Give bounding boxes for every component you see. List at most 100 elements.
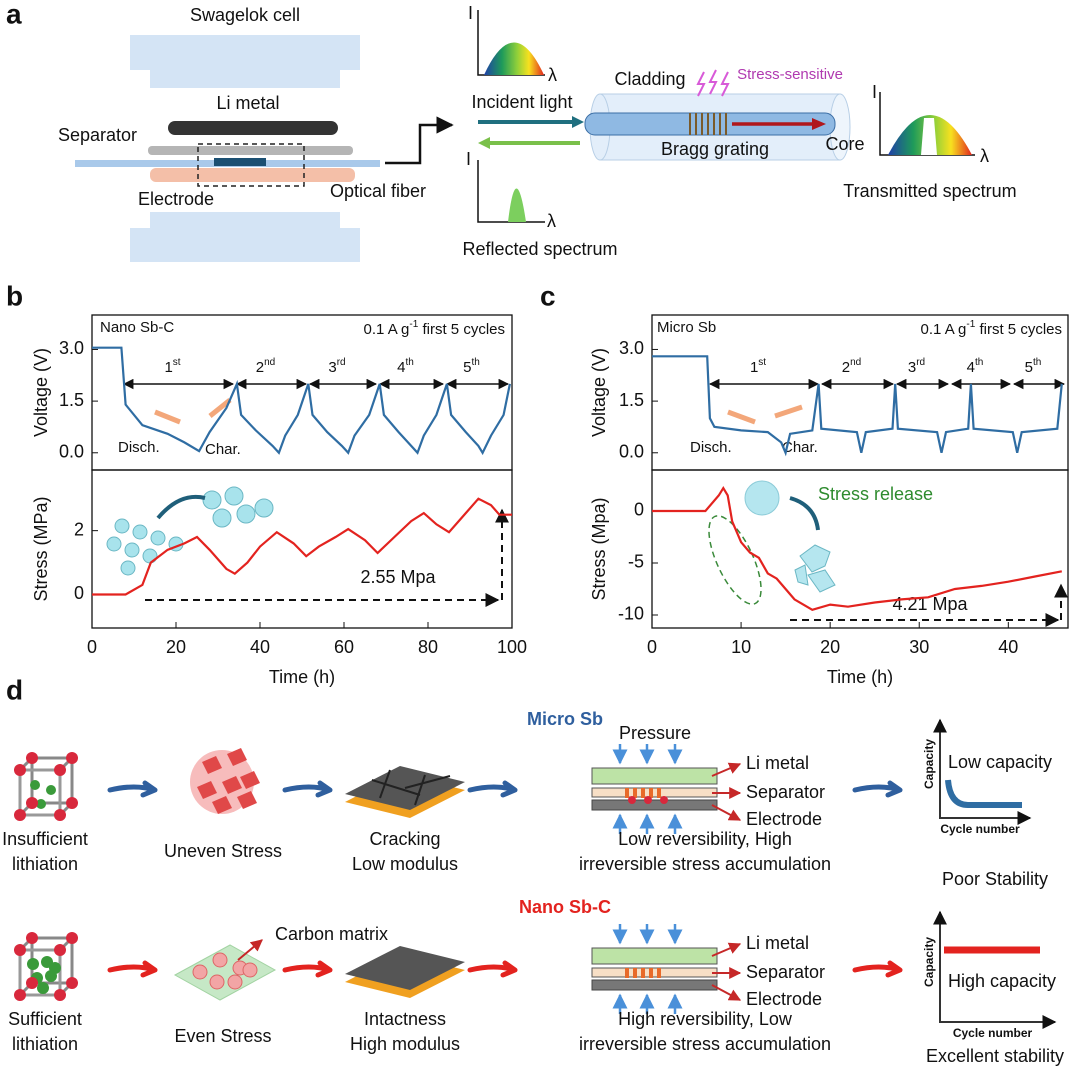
panel-label: b bbox=[6, 280, 23, 311]
layer-label: Li metal bbox=[746, 933, 809, 953]
x-tick-label: 0 bbox=[87, 637, 97, 657]
axis-label: I bbox=[466, 149, 471, 169]
label: Char. bbox=[205, 441, 241, 458]
transmitted-spectrum bbox=[879, 92, 975, 156]
x-axis-label: Time (h) bbox=[827, 667, 893, 687]
axes bbox=[933, 910, 1057, 1029]
particle bbox=[212, 952, 228, 968]
text: first 5 cycles bbox=[418, 321, 505, 338]
text: 1 bbox=[164, 359, 172, 376]
atom bbox=[26, 752, 38, 764]
plot-frame bbox=[651, 469, 1069, 629]
caption: irreversible stress accumulation bbox=[579, 1034, 831, 1054]
atom bbox=[30, 780, 40, 790]
electrode-layer bbox=[591, 979, 718, 991]
layer-label: Separator bbox=[746, 782, 825, 802]
y-tick-label: 3.0 bbox=[59, 338, 84, 358]
caption: Low reversibility, High bbox=[618, 829, 792, 849]
text: st bbox=[173, 357, 181, 368]
particle bbox=[657, 788, 661, 798]
particle bbox=[227, 974, 243, 990]
flow-arrow bbox=[467, 960, 518, 978]
reflected-spectrum bbox=[477, 160, 545, 223]
text: 3 bbox=[328, 359, 336, 376]
axis-label: Capacity bbox=[922, 937, 936, 987]
atom bbox=[26, 932, 38, 944]
caption: lithiation bbox=[12, 1034, 78, 1054]
fragment bbox=[202, 756, 222, 774]
cycle-label: 1st bbox=[164, 357, 180, 376]
fragment bbox=[222, 776, 242, 794]
data-line bbox=[652, 485, 1063, 611]
pointer bbox=[237, 939, 263, 961]
flow-arrow bbox=[282, 960, 333, 978]
annotation: Stress release bbox=[818, 484, 933, 504]
particle bbox=[633, 968, 637, 978]
particle bbox=[192, 964, 208, 980]
y-tick-label: 1.5 bbox=[59, 390, 84, 410]
swagelok-cell bbox=[75, 35, 454, 262]
fragment bbox=[197, 781, 217, 799]
particle bbox=[628, 796, 636, 804]
axis-label: λ bbox=[980, 146, 989, 166]
text: rd bbox=[916, 357, 925, 368]
axis-label: I bbox=[872, 82, 877, 102]
y-tick-label: 0 bbox=[634, 500, 644, 520]
atom bbox=[66, 797, 78, 809]
atom bbox=[54, 764, 66, 776]
sample-label: Nano Sb-C bbox=[100, 319, 174, 336]
caption: Even Stress bbox=[174, 1026, 271, 1046]
direction-arrow bbox=[154, 398, 232, 425]
particle bbox=[641, 788, 645, 798]
atom bbox=[14, 944, 26, 956]
arrow bbox=[789, 496, 820, 531]
particle bbox=[649, 788, 653, 798]
text: th bbox=[1033, 357, 1041, 368]
particle bbox=[209, 974, 225, 990]
condition-label: 0.1 A g-1 first 5 cycles bbox=[921, 319, 1062, 338]
label: Char. bbox=[782, 439, 818, 456]
caption: Uneven Stress bbox=[164, 841, 282, 861]
data-line bbox=[92, 346, 511, 456]
atom bbox=[66, 932, 78, 944]
cycle-label: 2nd bbox=[256, 357, 275, 376]
caption: Cracking bbox=[369, 829, 440, 849]
y-tick-label: 1.5 bbox=[619, 390, 644, 410]
atom bbox=[26, 797, 38, 809]
text: st bbox=[758, 357, 766, 368]
annotation: 2.55 Mpa bbox=[360, 567, 436, 587]
atom bbox=[54, 989, 66, 1001]
atom bbox=[26, 977, 38, 989]
cycle-label: 2nd bbox=[842, 357, 861, 376]
panel-label: a bbox=[6, 0, 22, 29]
caption: Excellent stability bbox=[926, 1046, 1064, 1066]
x-tick-label: 20 bbox=[820, 637, 840, 657]
label: Reflected spectrum bbox=[462, 239, 617, 259]
x-tick-label: 40 bbox=[998, 637, 1018, 657]
lattice bbox=[14, 752, 78, 821]
pointer bbox=[711, 804, 742, 821]
film bbox=[345, 946, 465, 990]
cracked-particle bbox=[794, 544, 836, 593]
cycle-label: 3rd bbox=[908, 357, 925, 376]
arrow bbox=[156, 495, 206, 520]
electrode-layer bbox=[591, 799, 718, 811]
axis-label: Capacity bbox=[922, 739, 936, 789]
label: Cladding bbox=[614, 69, 685, 89]
label: Swagelok cell bbox=[190, 5, 300, 25]
atom bbox=[36, 799, 46, 809]
panel-label: d bbox=[6, 674, 23, 705]
y-tick-label: 0.0 bbox=[59, 442, 84, 462]
label: Electrode bbox=[138, 189, 214, 209]
particle bbox=[649, 968, 653, 978]
fiber bbox=[584, 69, 851, 161]
label: Disch. bbox=[690, 439, 732, 456]
text: th bbox=[472, 357, 480, 368]
text: -1 bbox=[409, 319, 418, 330]
caption: High modulus bbox=[350, 1034, 460, 1054]
axes bbox=[933, 718, 1032, 825]
label: Core bbox=[825, 134, 864, 154]
atom bbox=[46, 785, 56, 795]
data-line bbox=[652, 355, 1063, 457]
